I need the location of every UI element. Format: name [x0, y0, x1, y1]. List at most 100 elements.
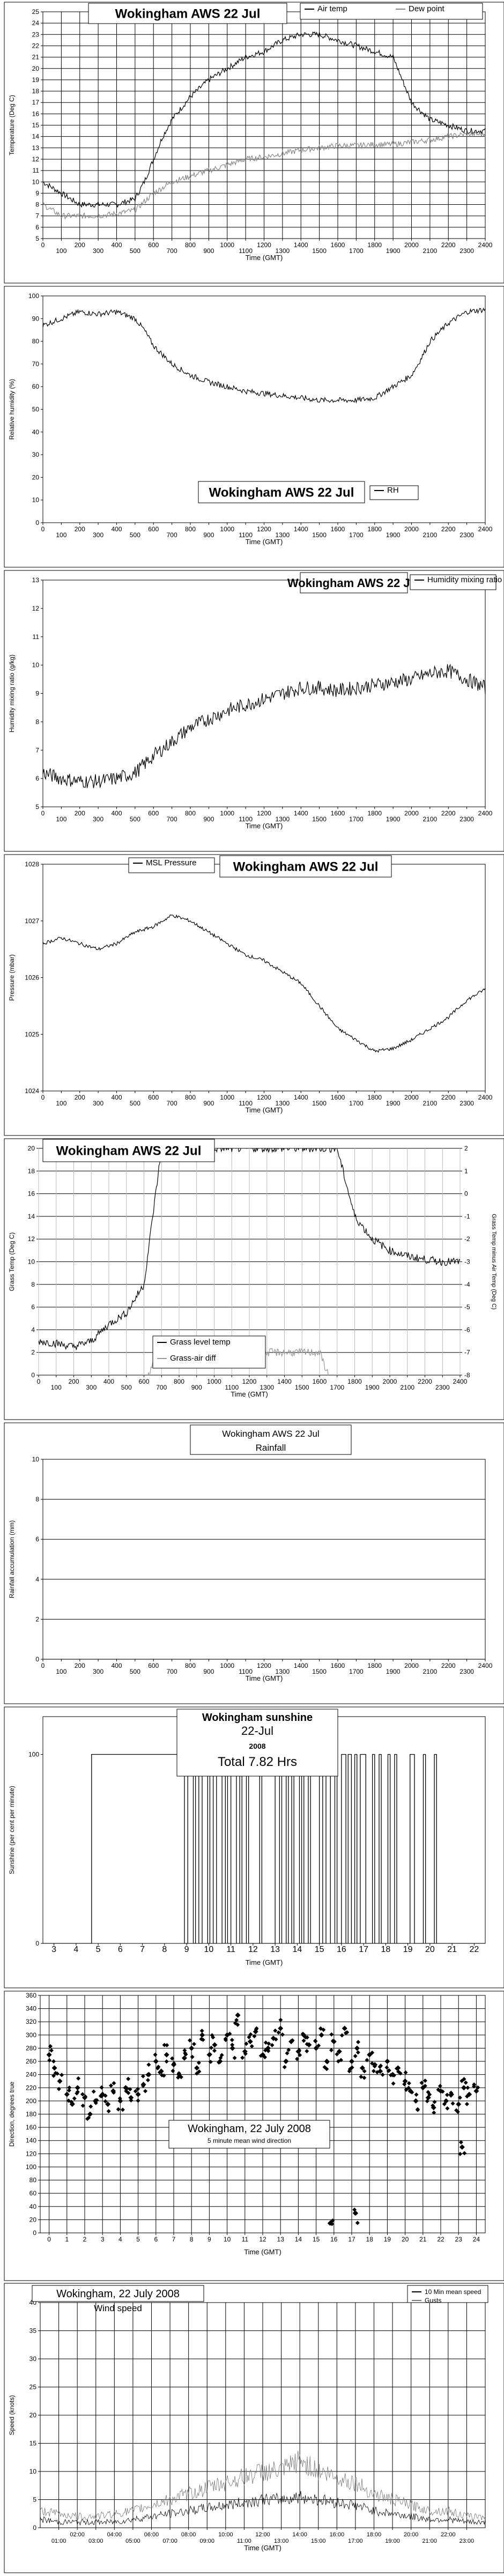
data-point [316, 2043, 321, 2048]
data-point [330, 2222, 335, 2226]
data-point [190, 2054, 195, 2059]
data-point [347, 2069, 352, 2074]
data-point [276, 2030, 281, 2035]
data-point [465, 2094, 470, 2099]
data-point [172, 2061, 176, 2066]
y-tick-label: 100 [26, 2163, 36, 2171]
rainfall-chart: 0 2 4 6 8 10 0 100 200 300 400 500 600 700 800 900 1000 1… [0, 1421, 504, 1705]
data-point [232, 2055, 237, 2060]
x-tick-label: 600 [148, 525, 159, 533]
title-box [42, 1139, 215, 1162]
x-tick-label: 800 [185, 241, 196, 249]
title-box [198, 481, 365, 503]
x-tick-label: 1200 [257, 241, 271, 249]
y2-tick-label: -8 [464, 1371, 470, 1379]
y-tick-label: 120 [26, 2150, 36, 2157]
data-point [243, 2051, 248, 2056]
data-point [217, 2060, 221, 2065]
x-tick-label: 02:00 [70, 2532, 85, 2538]
x-tick-label: 1400 [294, 1094, 308, 1101]
x-tick-label: 2400 [478, 1662, 493, 1669]
data-point [343, 2031, 348, 2036]
data-point [219, 2053, 224, 2058]
y-tick-label: 4 [31, 1326, 35, 1333]
x-tick-label: 2100 [423, 247, 438, 255]
x-tick-label: 900 [191, 1384, 202, 1391]
y-tick-label: 25 [32, 8, 40, 16]
data-point [436, 2087, 441, 2092]
y-tick-label: 0 [31, 1371, 35, 1379]
x-tick-label: 15 [313, 2236, 320, 2243]
x-tick-label: 20 [402, 2236, 409, 2243]
data-point [431, 2105, 436, 2111]
x-tick-label: 1100 [239, 247, 253, 255]
data-point [379, 2063, 383, 2068]
y2-tick-label: 2 [464, 1145, 468, 1152]
y-tick-label: 12 [32, 155, 40, 163]
y2-tick-label: -7 [464, 1349, 470, 1356]
data-point [419, 2081, 424, 2085]
sunshine-chart: 0 100 3 4 5 6 7 8 9 10 11 12 13 14 15 16 17 18 19 20 21 22 Tim… [0, 1705, 504, 1989]
data-point [64, 2091, 70, 2097]
x-tick-label: 5 [96, 1945, 101, 1954]
chart-title: Wokingham AWS 22 Jul [209, 486, 354, 500]
data-point [86, 2115, 91, 2120]
data-point [263, 2040, 268, 2045]
data-point [223, 2037, 228, 2042]
wind-speed-chart: 0 5 10 15 20 25 30 35 40 01:00 02:00 03:00 04:00 05:0… [0, 2281, 504, 2573]
x-tick-label: 2400 [478, 1094, 493, 1101]
y2-tick-label: -6 [464, 1326, 470, 1333]
x-tick-label: 1100 [239, 531, 253, 539]
data-point [140, 2083, 145, 2088]
y-tick-label: 60 [32, 383, 40, 390]
data-point [443, 2098, 449, 2104]
x-tick-label: 0 [41, 241, 45, 249]
data-point [282, 2065, 287, 2069]
x-tick-label: 1700 [349, 531, 364, 539]
y-axis-label: Sunshine (per cent per minute) [8, 1786, 16, 1874]
data-point [461, 2085, 467, 2091]
x-tick-label: 1 [65, 2236, 69, 2243]
data-point [191, 2042, 196, 2046]
data-point [60, 2073, 64, 2077]
x-tick-label: 300 [93, 247, 103, 255]
y-tick-label: 5 [35, 235, 39, 242]
y-tick-label: 35 [29, 2327, 37, 2335]
data-point [247, 2039, 253, 2045]
x-tick-label: 900 [203, 1668, 214, 1675]
data-point [140, 2074, 145, 2078]
x-tick-label: 1800 [347, 1378, 362, 1385]
x-tick-label: 1700 [349, 815, 364, 823]
x-tick-label: 14 [292, 1945, 302, 1954]
x-tick-label: 16:00 [330, 2532, 345, 2538]
data-point [135, 2091, 141, 2097]
data-point [170, 2056, 175, 2061]
data-point [80, 2092, 85, 2097]
data-point [117, 2098, 123, 2104]
data-point [336, 2048, 342, 2054]
y-axis-label: Rainfall accumulation (mm) [8, 1520, 16, 1598]
x-tick-label: 900 [203, 815, 214, 823]
data-point [423, 2083, 427, 2088]
data-point [388, 2073, 393, 2077]
y-tick-label: 14 [32, 133, 40, 140]
data-point [145, 2072, 150, 2077]
y-tick-label: 16 [28, 1190, 35, 1198]
data-point [99, 2085, 104, 2090]
y-tick-label: 20 [29, 2411, 37, 2419]
x-tick-label: 16 [330, 2236, 338, 2243]
x-tick-label: 5 [136, 2236, 140, 2243]
chart-title: Wokingham AWS 22 Jul [233, 860, 379, 874]
x-tick-label: 200 [75, 1094, 85, 1101]
data-point [133, 2089, 138, 2094]
data-point [318, 2032, 324, 2038]
x-tick-label: 1700 [349, 1100, 364, 1107]
y-tick-label: 25 [29, 2384, 37, 2391]
x-tick-label: 11:00 [237, 2538, 251, 2544]
y-tick-label: 15 [32, 122, 40, 129]
x-tick-label: 200 [68, 1378, 79, 1385]
x-tick-label: 7 [140, 1945, 145, 1954]
x-tick-label: 2200 [441, 810, 456, 817]
data-point [298, 2053, 302, 2058]
data-point [98, 2094, 103, 2098]
